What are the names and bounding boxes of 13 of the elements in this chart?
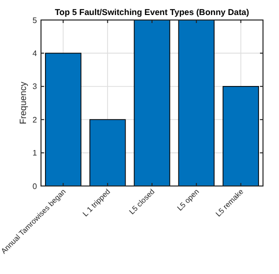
bar xyxy=(222,86,259,186)
y-tick-label: 1 xyxy=(32,148,38,158)
chart-title: Top 5 Fault/Switching Event Types (Bonny Data) xyxy=(54,7,250,17)
bar xyxy=(89,119,126,186)
y-tick-label: 3 xyxy=(32,82,38,92)
bar xyxy=(178,20,215,186)
bar xyxy=(134,20,170,186)
y-tick-label: 2 xyxy=(32,115,38,124)
y-tick-label: 5 xyxy=(32,16,38,25)
y-axis-title: Frequency xyxy=(18,81,28,124)
bar xyxy=(45,52,82,186)
y-tick-label: 0 xyxy=(32,182,38,191)
y-tick-label: 4 xyxy=(32,49,38,58)
